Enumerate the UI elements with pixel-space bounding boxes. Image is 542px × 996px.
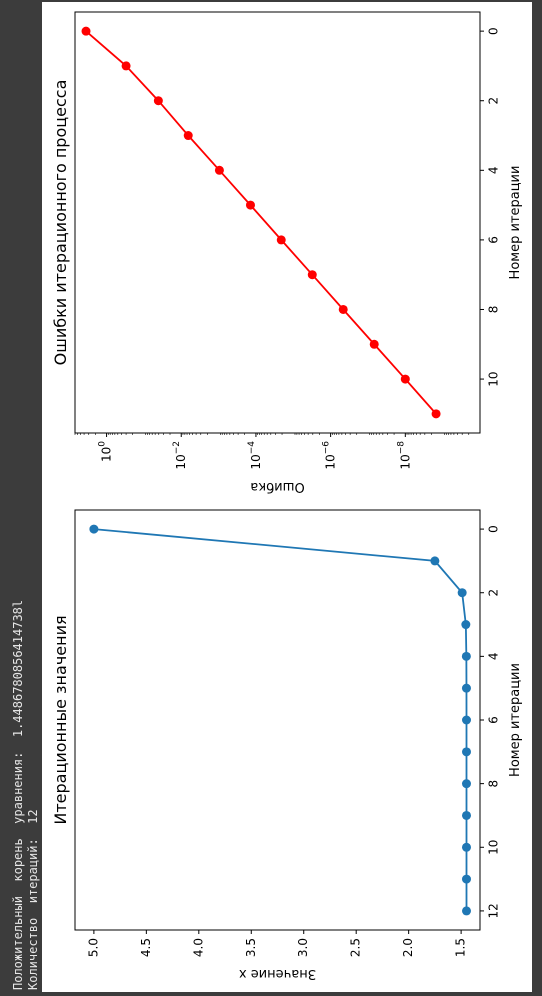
data-point: [461, 620, 471, 630]
data-point: [338, 304, 348, 314]
x-tick-label: 4: [487, 166, 501, 174]
x-tick-label: 2: [487, 589, 501, 597]
y-tick-label: 2.5: [349, 938, 363, 957]
figure-canvas: 0 2 4 6 8 10 12 5.0 4.5 4.0 3.5 3.0 2.5 2.0 1.5 Итераци…: [42, 2, 532, 992]
axes-frame: [74, 11, 481, 434]
y-tick-label: 3.0: [296, 938, 310, 957]
data-point: [461, 810, 471, 820]
data-point: [121, 61, 131, 71]
axes-frame: [74, 509, 481, 931]
data-point: [461, 651, 471, 661]
chart-title: Итерационные значения: [51, 615, 70, 824]
y-tick-label: 5.0: [86, 938, 100, 957]
data-point: [461, 747, 471, 757]
y-tick-label: 4.5: [139, 938, 153, 957]
x-tick-label: 4: [487, 653, 501, 661]
y-axis-label: Значение x: [239, 966, 317, 981]
series-line: [93, 528, 468, 911]
x-tick-label: 0: [487, 525, 501, 533]
y-tick-label: 100: [97, 441, 113, 462]
data-point: [89, 524, 99, 534]
data-point: [461, 779, 471, 789]
data-point: [183, 131, 193, 141]
x-tick-label: 10: [487, 371, 501, 386]
tick-base: 10: [398, 454, 412, 469]
y-tick-label: 10−2: [172, 441, 188, 470]
x-tick-label: 8: [487, 780, 501, 788]
y-tick-label: 3.5: [244, 938, 258, 957]
y-tick-label: 2.0: [401, 938, 415, 957]
data-point: [307, 270, 317, 280]
data-point: [400, 374, 410, 384]
x-tick-label: 6: [487, 716, 501, 724]
y-tick-label: 10−4: [246, 441, 262, 470]
x-tick-label: 10: [487, 840, 501, 855]
iteration-count-line: Количество итераций: 12: [26, 809, 40, 990]
tick-exponent: −8: [396, 441, 406, 455]
figure-svg: 0 2 4 6 8 10 12 5.0 4.5 4.0 3.5 3.0 2.5 2.0 1.5 Итераци…: [51, 11, 523, 981]
tick-exponent: −2: [172, 441, 182, 454]
chart-title: Ошибки итерационного процесса: [51, 80, 70, 366]
x-axis-label: Номер итерации: [508, 166, 523, 280]
y-axis-label: Ошибка: [250, 479, 304, 494]
data-point: [214, 165, 224, 175]
series-line: [85, 30, 437, 415]
console-output: Положительный корень уравнения: 1.448678…: [0, 0, 42, 995]
y-tick-label: 10−6: [321, 441, 337, 470]
data-point: [461, 683, 471, 693]
tick-exponent: 0: [97, 441, 107, 447]
tick-base: 10: [99, 447, 113, 462]
data-point: [369, 339, 379, 349]
y-tick-label: 10−8: [396, 441, 412, 470]
tick-exponent: −6: [321, 441, 331, 455]
x-tick-label: 6: [487, 236, 501, 244]
data-point: [461, 715, 471, 725]
data-point: [81, 26, 91, 36]
x-tick-label: 0: [487, 27, 501, 35]
data-point: [461, 842, 471, 852]
tick-exponent: −4: [246, 441, 256, 455]
data-point: [245, 200, 255, 210]
root-result-line: Положительный корень уравнения: 1.448678…: [11, 599, 25, 990]
iteration-values-chart: 0 2 4 6 8 10 12 5.0 4.5 4.0 3.5 3.0 2.5 2.0 1.5 Итераци…: [51, 509, 523, 981]
tick-base: 10: [248, 454, 262, 469]
data-point: [430, 556, 440, 566]
x-axis-label: Номер итерации: [508, 663, 523, 777]
data-point: [461, 874, 471, 884]
x-tick-label: 8: [487, 306, 501, 314]
data-point: [153, 96, 163, 106]
data-point: [457, 588, 467, 598]
x-tick-label: 12: [487, 903, 501, 918]
data-point: [461, 906, 471, 916]
data-point: [276, 235, 286, 245]
y-tick-label: 4.0: [191, 938, 205, 957]
y-tick-label: 1.5: [454, 938, 468, 957]
x-tick-label: 2: [487, 97, 501, 105]
tick-base: 10: [174, 454, 188, 469]
data-point: [431, 409, 441, 419]
tick-base: 10: [323, 454, 337, 469]
